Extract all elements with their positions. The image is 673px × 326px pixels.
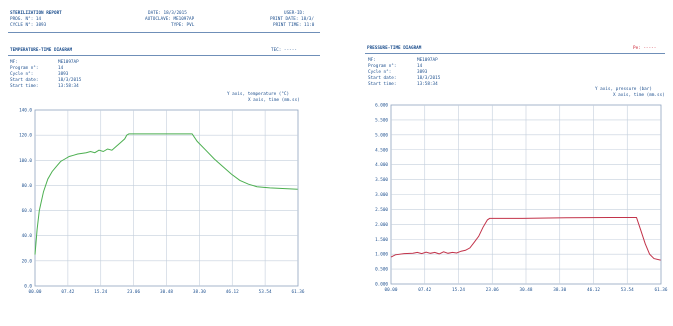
temp-x-tick-label: 61.36 — [292, 289, 305, 295]
prog-line: PROG. N°: 14 — [10, 17, 42, 22]
temp-y-tick-label: 60.0 — [22, 208, 33, 214]
temp-x-tick-label: 15.24 — [94, 289, 107, 295]
pressure-panel-title: PRESSURE-TIME DIAGRAM — [367, 46, 422, 51]
print-time-line: PRINT TIME: 11:0 — [273, 23, 315, 28]
header-divider — [8, 32, 320, 33]
pressure-y-tick-label: 5.000 — [375, 132, 388, 138]
cycle-line: CYCLE N°: 3893 — [10, 23, 47, 28]
temp-y-tick-label: 0.0 — [24, 284, 32, 290]
pressure-series-line — [390, 217, 661, 261]
pressure-info-value: ME1097AP — [417, 58, 438, 63]
temp-info-label: Program n°: — [10, 66, 39, 71]
temp-info-value: 13:58:34 — [58, 84, 79, 89]
pressure-y-tick-label: 2.000 — [375, 222, 388, 228]
print-date-line: PRINT DATE: 18/3/ — [270, 17, 314, 22]
temp-series-line — [34, 133, 298, 255]
temp-x-tick-label: 30.48 — [160, 289, 173, 295]
pressure-y-tick-label: 1.000 — [375, 252, 388, 258]
type-line: TYPE: PVL — [171, 23, 195, 28]
pressure-x-tick-label: 38.30 — [553, 287, 566, 293]
temp-x-axis-caption: X axis, time (mm.ss) — [248, 98, 300, 103]
temp-y-tick-label: 140.0 — [19, 108, 32, 114]
temp-y-tick-label: 20.0 — [22, 258, 33, 264]
pressure-x-tick-label: 61.36 — [655, 287, 668, 293]
temp-x-tick-label: 07.42 — [61, 289, 74, 295]
temp-x-tick-label: 53.54 — [259, 289, 272, 295]
temp-x-tick-label: 23.06 — [127, 289, 140, 295]
temp-tec-label: TEC: ----- — [271, 48, 297, 53]
temp-info-label: Cycle n°: — [10, 72, 34, 77]
pressure-info-label: Program n°: — [368, 64, 397, 69]
pressure-x-tick-label: 07.42 — [418, 287, 431, 293]
pressure-info-label: Start time: — [368, 82, 397, 87]
temp-y-tick-label: 120.0 — [19, 133, 32, 139]
pressure-y-tick-label: 0.500 — [375, 267, 388, 273]
pressure-y-tick-label: 2.500 — [375, 207, 388, 213]
temp-info-value: ME1097AP — [58, 60, 79, 65]
pressure-info-value: 18/3/2015 — [417, 76, 441, 81]
temp-info-label: MF: — [10, 60, 18, 65]
pressure-info-value: 3893 — [417, 70, 428, 75]
temp-info-label: Start date: — [10, 78, 39, 83]
report-title: STERILIZATION REPORT — [10, 11, 62, 16]
pressure-x-tick-label: 23.06 — [486, 287, 499, 293]
temp-info-value: 18/3/2015 — [58, 78, 82, 83]
temp-y-tick-label: 80.0 — [22, 183, 33, 189]
pressure-y-tick-label: 3.000 — [375, 192, 388, 198]
pressure-info-value: 14 — [417, 64, 423, 69]
temp-x-tick-label: 46.12 — [226, 289, 239, 295]
temp-y-tick-label: 100.0 — [19, 158, 32, 164]
pressure-info-label: Cycle n°: — [368, 70, 392, 75]
pressure-info-label: MF: — [368, 58, 376, 63]
pressure-x-tick-label: 30.48 — [520, 287, 533, 293]
pressure-y-axis-caption: Y axis, pressure (bar) — [595, 87, 652, 92]
pressure-y-tick-label: 1.500 — [375, 237, 388, 243]
temp-info-value: 14 — [58, 66, 64, 71]
temp-y-axis-caption: Y axis, temperature (°C) — [227, 92, 290, 97]
temp-y-tick-label: 40.0 — [22, 233, 33, 239]
temp-x-tick-label: 38.30 — [193, 289, 206, 295]
pressure-y-tick-label: 4.500 — [375, 147, 388, 153]
temp-x-tick-label: 00.00 — [29, 289, 42, 295]
temp-info-label: Start time: — [10, 84, 39, 89]
pressure-y-tick-label: 3.500 — [375, 177, 388, 183]
pressure-y-tick-label: 6.000 — [375, 103, 388, 109]
user-line: USER-ID: — [284, 11, 305, 16]
pressure-y-tick-label: 0.000 — [375, 282, 388, 288]
pressure-y-tick-label: 5.500 — [375, 117, 388, 123]
pressure-x-tick-label: 15.24 — [452, 287, 465, 293]
pressure-info-value: 13:58:34 — [417, 82, 438, 87]
pressure-info-label: Start date: — [368, 76, 397, 81]
temp-title-divider — [8, 55, 320, 56]
pressure-pe-label: Pe: ----- — [633, 46, 657, 51]
pressure-x-tick-label: 46.12 — [587, 287, 600, 293]
pressure-x-axis-caption: X axis, time (mm.ss) — [613, 93, 665, 98]
pressure-y-tick-label: 4.000 — [375, 162, 388, 168]
pressure-x-tick-label: 00.00 — [385, 287, 398, 293]
pressure-title-divider — [365, 53, 665, 54]
autoclave-line: AUTOCLAVE: ME1097AP — [145, 17, 195, 22]
date-line: DATE: 18/3/2015 — [148, 11, 187, 16]
temp-info-value: 3893 — [58, 72, 69, 77]
temp-panel-title: TEMPERATURE-TIME DIAGRAM — [10, 48, 73, 53]
pressure-x-tick-label: 53.54 — [621, 287, 634, 293]
